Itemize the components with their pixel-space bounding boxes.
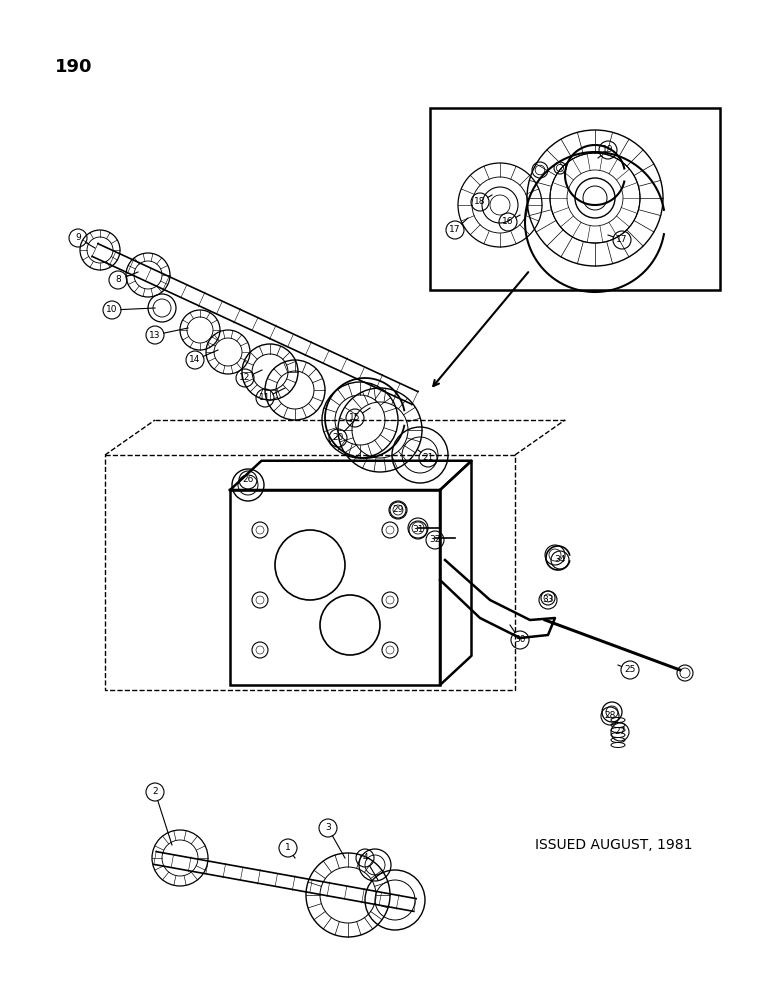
Bar (430, 108, 720, 290)
Text: 27: 27 (615, 728, 625, 736)
Text: 21: 21 (422, 454, 434, 462)
Text: 9: 9 (75, 233, 81, 242)
Text: 18: 18 (474, 198, 486, 207)
Text: 31: 31 (412, 526, 424, 534)
Text: 190: 190 (55, 58, 93, 76)
Text: 25: 25 (625, 666, 635, 674)
Text: 33: 33 (542, 595, 554, 604)
Text: 1: 1 (285, 844, 291, 852)
Text: 20: 20 (332, 434, 344, 442)
Text: 10: 10 (107, 306, 118, 314)
Text: 2: 2 (152, 788, 157, 796)
Text: 32: 32 (429, 536, 441, 544)
Text: 4: 4 (362, 854, 367, 862)
Text: 15: 15 (349, 414, 361, 422)
Text: 16: 16 (503, 218, 513, 227)
Text: 12: 12 (239, 373, 251, 382)
Text: 26: 26 (242, 476, 254, 485)
Text: ISSUED AUGUST, 1981: ISSUED AUGUST, 1981 (535, 838, 692, 852)
Text: 34: 34 (554, 556, 566, 564)
Text: 17: 17 (616, 235, 628, 244)
Text: 14: 14 (189, 356, 201, 364)
Text: 17: 17 (449, 226, 461, 234)
Text: 13: 13 (149, 330, 161, 340)
Text: 30: 30 (514, 636, 526, 645)
Bar (230, 490, 440, 685)
Text: 8: 8 (115, 275, 121, 284)
Text: 28: 28 (604, 712, 616, 720)
Bar (105, 455, 515, 690)
Text: 19: 19 (602, 145, 614, 154)
Text: 29: 29 (392, 506, 404, 514)
Text: 11: 11 (259, 393, 271, 402)
Text: 3: 3 (325, 824, 331, 832)
